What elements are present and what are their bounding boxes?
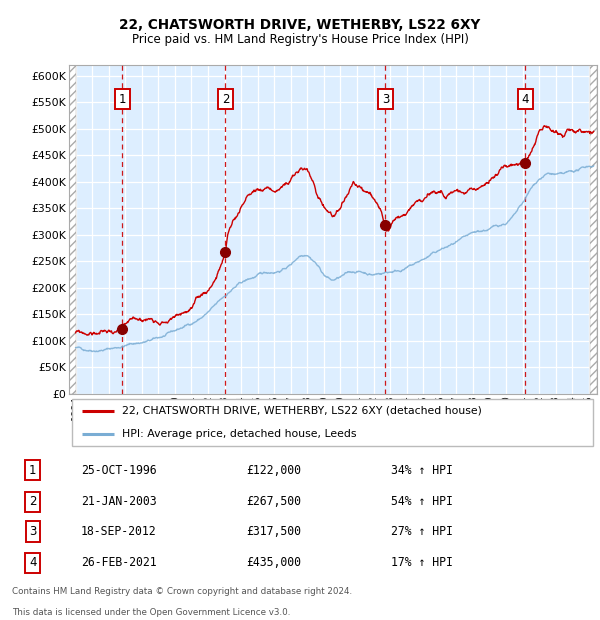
Text: 54% ↑ HPI: 54% ↑ HPI <box>391 495 453 508</box>
Text: £435,000: £435,000 <box>246 556 301 569</box>
Text: £267,500: £267,500 <box>246 495 301 508</box>
Text: £122,000: £122,000 <box>246 464 301 477</box>
Text: Price paid vs. HM Land Registry's House Price Index (HPI): Price paid vs. HM Land Registry's House … <box>131 33 469 46</box>
Text: 22, CHATSWORTH DRIVE, WETHERBY, LS22 6XY: 22, CHATSWORTH DRIVE, WETHERBY, LS22 6XY <box>119 18 481 32</box>
Text: 22, CHATSWORTH DRIVE, WETHERBY, LS22 6XY (detached house): 22, CHATSWORTH DRIVE, WETHERBY, LS22 6XY… <box>122 405 482 415</box>
Text: 4: 4 <box>521 92 529 105</box>
Text: 27% ↑ HPI: 27% ↑ HPI <box>391 525 453 538</box>
Text: This data is licensed under the Open Government Licence v3.0.: This data is licensed under the Open Gov… <box>12 608 290 616</box>
Text: £317,500: £317,500 <box>246 525 301 538</box>
Text: 4: 4 <box>29 556 37 569</box>
Text: 34% ↑ HPI: 34% ↑ HPI <box>391 464 453 477</box>
Text: 3: 3 <box>29 525 37 538</box>
Text: 3: 3 <box>382 92 389 105</box>
FancyBboxPatch shape <box>71 399 593 446</box>
Text: 1: 1 <box>119 92 126 105</box>
Text: 2: 2 <box>221 92 229 105</box>
Text: HPI: Average price, detached house, Leeds: HPI: Average price, detached house, Leed… <box>122 429 356 439</box>
Text: Contains HM Land Registry data © Crown copyright and database right 2024.: Contains HM Land Registry data © Crown c… <box>12 588 352 596</box>
Text: 26-FEB-2021: 26-FEB-2021 <box>81 556 157 569</box>
Text: 18-SEP-2012: 18-SEP-2012 <box>81 525 157 538</box>
Text: 17% ↑ HPI: 17% ↑ HPI <box>391 556 453 569</box>
Text: 1: 1 <box>29 464 37 477</box>
Text: 25-OCT-1996: 25-OCT-1996 <box>81 464 157 477</box>
Text: 21-JAN-2003: 21-JAN-2003 <box>81 495 157 508</box>
Text: 2: 2 <box>29 495 37 508</box>
